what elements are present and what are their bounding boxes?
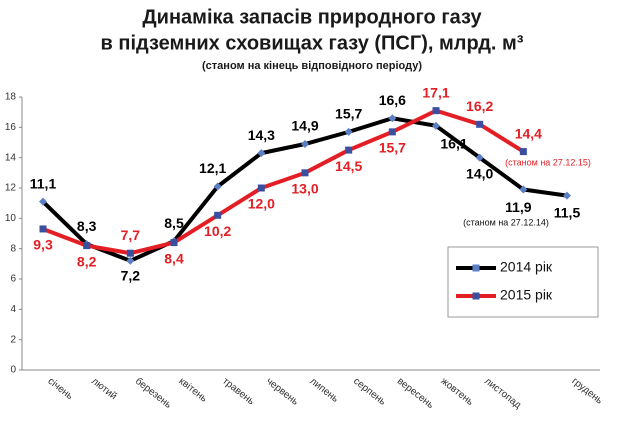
- marker: [213, 182, 222, 191]
- marker: [214, 211, 222, 219]
- chart-subtitle: (станом на кінець відповідного періоду): [202, 60, 422, 72]
- series-line: [42, 108, 525, 256]
- marker: [170, 239, 178, 247]
- x-tick-label: травень: [220, 376, 256, 408]
- data-label: 12,0: [248, 196, 275, 212]
- marker: [476, 120, 484, 128]
- marker: [475, 153, 484, 162]
- data-label: 7,2: [121, 268, 141, 284]
- marker: [344, 127, 353, 136]
- data-label: 8,2: [77, 253, 97, 269]
- data-label: 11,5: [554, 204, 581, 220]
- marker: [257, 149, 266, 158]
- marker: [257, 184, 265, 192]
- chart-title: Динаміка запасів природного газу: [142, 6, 482, 28]
- x-tick-label: червень: [264, 376, 301, 408]
- legend-label: 2014 рік: [500, 259, 553, 275]
- marker: [563, 191, 571, 200]
- data-label: 16,2: [466, 98, 493, 114]
- legend-label: 2015 рік: [500, 287, 553, 303]
- marker: [39, 197, 47, 206]
- data-label: 10,2: [204, 223, 231, 239]
- data-label: 13,0: [291, 181, 318, 197]
- data-label: 14,5: [335, 158, 362, 174]
- legend-box: [447, 246, 599, 318]
- y-tick-label: 2: [10, 334, 16, 345]
- annotation: (станом на 27.12.14): [463, 217, 549, 227]
- data-label: 9,3: [33, 237, 53, 253]
- x-tick-label: грудень: [570, 376, 605, 407]
- x-tick-label: липень: [308, 376, 341, 405]
- marker: [519, 148, 527, 156]
- legend-marker: [472, 292, 480, 300]
- x-tick-label: березень: [133, 375, 174, 411]
- data-label: 15,7: [379, 140, 406, 156]
- x-tick-label: серпень: [351, 376, 388, 408]
- y-tick-label: 12: [5, 183, 17, 194]
- y-tick-label: 16: [5, 122, 17, 133]
- data-label: 16,1: [440, 136, 467, 152]
- x-tick-label: жовтень: [439, 376, 476, 408]
- data-label: 14,9: [291, 118, 318, 134]
- marker: [126, 249, 134, 257]
- x-tick-label: квітень: [177, 376, 210, 405]
- marker: [301, 140, 309, 149]
- x-tick-label: січень: [46, 376, 75, 402]
- data-label: 14,3: [248, 127, 275, 143]
- y-tick-label: 0: [10, 365, 16, 376]
- data-label: 8,3: [77, 218, 97, 234]
- x-tick-label: листопад: [482, 376, 523, 411]
- data-label: 15,7: [335, 106, 362, 122]
- data-label: 11,1: [30, 175, 57, 191]
- marker: [83, 242, 91, 250]
- data-label: 11,9: [505, 199, 532, 215]
- y-tick-label: 14: [5, 152, 17, 163]
- marker: [519, 185, 528, 194]
- data-label: 7,7: [121, 227, 141, 243]
- data-label: 14,0: [466, 165, 493, 181]
- y-tick-label: 4: [10, 304, 16, 315]
- marker: [345, 146, 353, 154]
- marker: [301, 169, 309, 177]
- annotation: (станом на 27.12.15): [505, 157, 591, 167]
- data-label: 8,5: [164, 215, 184, 231]
- marker: [126, 256, 135, 265]
- data-label: 14,4: [515, 125, 542, 141]
- marker: [432, 107, 440, 115]
- x-tick-label: лютий: [89, 376, 119, 402]
- marker: [39, 225, 47, 233]
- marker: [388, 114, 397, 123]
- y-tick-label: 18: [5, 92, 17, 103]
- legend-marker: [472, 264, 480, 272]
- data-label: 12,1: [199, 160, 226, 176]
- marker: [388, 128, 396, 136]
- x-tick-label: вересень: [395, 376, 436, 411]
- y-tick-label: 6: [10, 274, 16, 285]
- y-tick-label: 8: [10, 243, 16, 254]
- y-tick-label: 10: [5, 213, 17, 224]
- marker: [432, 121, 440, 130]
- data-label: 17,1: [422, 84, 449, 100]
- data-label: 16,6: [379, 92, 406, 108]
- data-label: 8,4: [164, 250, 184, 266]
- chart-title: в підземних сховищах газу (ПСГ), млрд. м…: [101, 32, 524, 54]
